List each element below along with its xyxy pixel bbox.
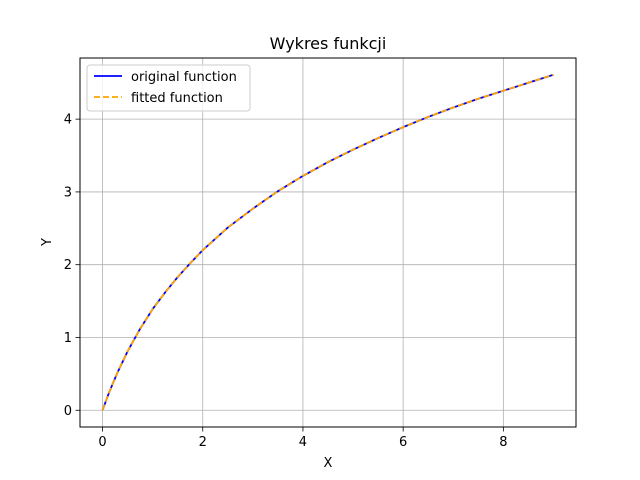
legend: original function fitted function bbox=[86, 64, 251, 112]
x-tick-label: 2 bbox=[199, 435, 207, 450]
legend-label-fitted: fitted function bbox=[131, 91, 223, 106]
y-tick-label: 2 bbox=[64, 258, 72, 273]
ticks: 0 2 4 6 8 0 1 2 3 4 bbox=[64, 113, 508, 450]
plot-frame bbox=[79, 57, 577, 428]
x-axis-label: X bbox=[324, 456, 333, 471]
x-tick-label: 0 bbox=[98, 435, 106, 450]
x-tick-label: 4 bbox=[299, 435, 307, 450]
legend-box bbox=[86, 64, 251, 112]
y-tick-label: 0 bbox=[64, 404, 72, 419]
grid bbox=[80, 58, 576, 427]
series-line-fitted bbox=[101, 73, 554, 411]
x-tick-label: 8 bbox=[499, 435, 507, 450]
y-axis-label: Y bbox=[40, 238, 55, 247]
x-tick-label: 6 bbox=[399, 435, 407, 450]
y-tick-label: 4 bbox=[64, 113, 72, 128]
y-tick-label: 3 bbox=[64, 185, 72, 200]
legend-label-original: original function bbox=[131, 70, 237, 85]
series-layer bbox=[101, 73, 554, 411]
chart-title: Wykres funkcji bbox=[270, 34, 387, 53]
y-tick-label: 1 bbox=[64, 331, 72, 346]
